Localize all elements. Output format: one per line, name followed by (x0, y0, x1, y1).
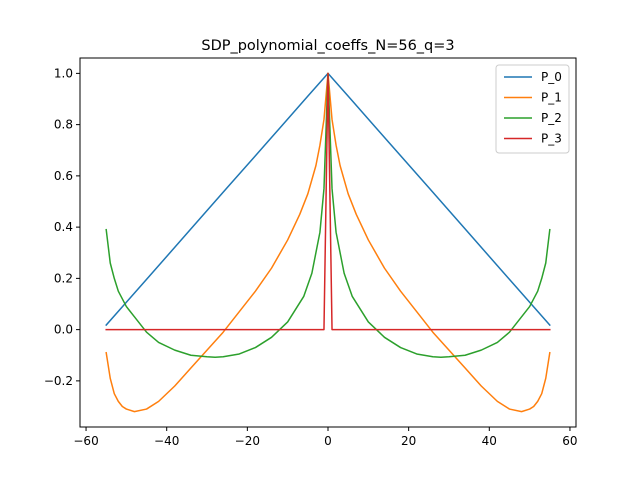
x-tick-label: −40 (154, 434, 179, 448)
legend-box (495, 64, 570, 154)
y-tick-label: 0.4 (54, 220, 73, 234)
series-line-p-3 (105, 72, 551, 331)
y-tick-label: 0.0 (54, 323, 73, 337)
y-tick-label: 0.2 (54, 271, 73, 285)
y-tick-label: 0.6 (54, 169, 73, 183)
chart-title: SDP_polynomial_coeffs_N=56_q=3 (201, 38, 454, 54)
x-tick-label: 20 (401, 434, 416, 448)
x-tick-label: 40 (482, 434, 497, 448)
y-tick-label: −0.2 (44, 374, 73, 388)
legend-label: P_1 (541, 91, 562, 105)
legend-label: P_0 (541, 70, 562, 84)
plot-area (105, 72, 551, 413)
legend-label: P_3 (541, 132, 562, 146)
legend: P_0 P_1 P_2 P_3 (495, 64, 570, 154)
x-tick-label: −20 (235, 434, 260, 448)
y-tick-label: 0.8 (54, 118, 73, 132)
legend-label: P_2 (541, 111, 562, 125)
x-tick-label: −60 (73, 434, 98, 448)
axes: −60 −40 −20 0 20 40 60 −0.2 0.0 0.2 0.4 0.6 0.8 1.0 (44, 57, 578, 448)
x-tick-label: 60 (562, 434, 577, 448)
x-tick-label: 0 (324, 434, 332, 448)
y-tick-label: 1.0 (54, 66, 73, 80)
